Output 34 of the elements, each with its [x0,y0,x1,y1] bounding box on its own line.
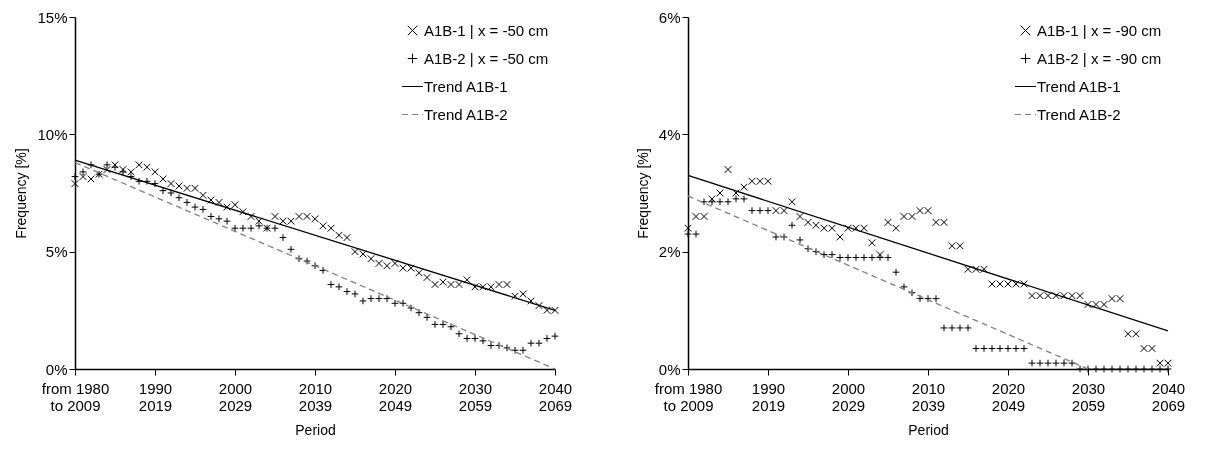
y-axis-title: Frequency [%] [634,148,651,239]
x-tick-label: 1990 2019 [751,379,786,414]
x-axis-title: Period [908,421,949,438]
legend-label: A1B-1 | x = -90 cm [1037,21,1162,39]
x-tick-label: 2010 2039 [298,379,333,414]
x-tick-label: 2040 2069 [1151,379,1186,414]
x-tick-label: 2010 2039 [911,379,946,414]
y-axis-title: Frequency [%] [13,148,30,239]
legend-label: Trend A1B-2 [424,105,508,123]
y-tick-label: 2% [658,243,681,261]
x-tick-label: 2000 2029 [831,379,866,414]
y-tick-label: 0% [658,360,681,378]
x-tick-label: from 1980 to 2009 [654,379,723,414]
y-tick-label: 0% [45,360,68,378]
x-tick-label: from 1980 to 2009 [41,379,110,414]
legend-label: Trend A1B-2 [1037,105,1121,123]
y-tick-label: 4% [658,125,681,143]
x-axis-title: Period [295,421,336,438]
legend-label: A1B-2 | x = -50 cm [424,49,549,67]
x-tick-label: 1990 2019 [138,379,173,414]
legend-label: A1B-1 | x = -50 cm [424,21,549,39]
x-tick-label: 2040 2069 [538,379,573,414]
x-tick-label: 2020 2049 [378,379,413,414]
y-tick-label: 10% [37,125,68,143]
x-tick-label: 2030 2059 [1071,379,1106,414]
x-tick-label: 2000 2029 [218,379,253,414]
x-tick-label: 2020 2049 [991,379,1026,414]
legend-label: Trend A1B-1 [1037,77,1121,95]
y-tick-label: 6% [658,8,681,26]
x-tick-label: 2030 2059 [458,379,493,414]
y-tick-label: 5% [45,243,68,261]
legend-label: A1B-2 | x = -90 cm [1037,49,1162,67]
y-tick-label: 15% [37,8,68,26]
legend-label: Trend A1B-1 [424,77,508,95]
